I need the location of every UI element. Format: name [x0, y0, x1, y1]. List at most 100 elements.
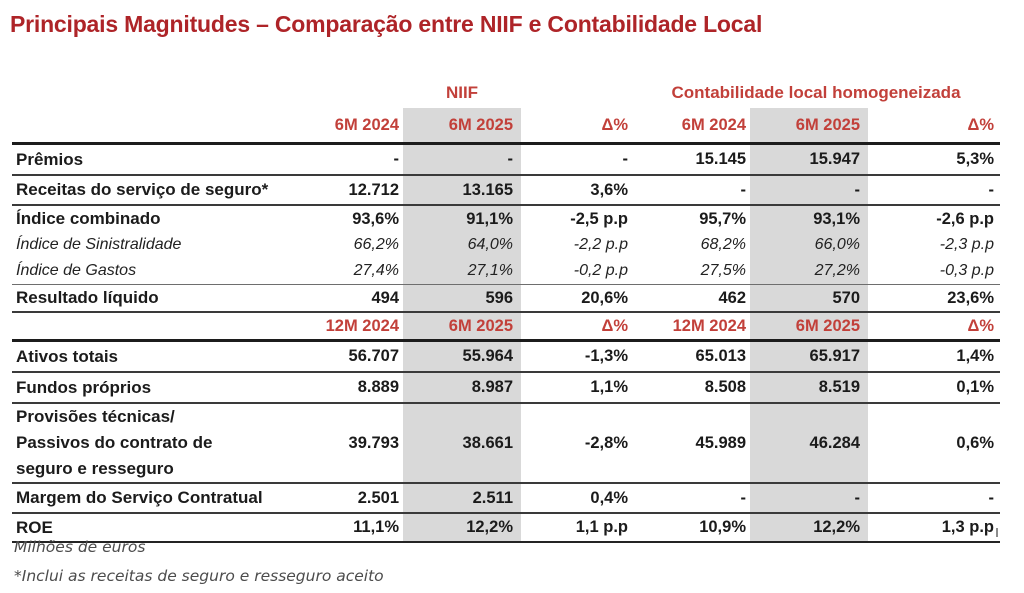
value-cell: -: [868, 175, 1001, 206]
col-header: 6M 2024: [320, 108, 403, 145]
value-cell: -0,2 p.p: [521, 258, 632, 285]
value-cell: 27,4%: [320, 258, 403, 285]
col-header: Δ%: [868, 312, 1001, 342]
period-header-top-row: 6M 2024 6M 2025 Δ% 6M 2024 6M 2025 Δ%: [12, 108, 1001, 145]
row-label: Fundos próprios: [12, 372, 320, 404]
col-header: Δ%: [868, 108, 1001, 145]
value-cell: -: [521, 143, 632, 176]
value-cell: 95,7%: [699, 209, 746, 228]
group-header-row: NIIF Contabilidade local homogeneizada: [12, 78, 1000, 108]
value-cell: -2,3 p.p: [939, 236, 995, 253]
value-cell: -2,6 p.p: [936, 209, 995, 228]
row-label: ROE: [12, 513, 320, 543]
value-cell: 8.889: [320, 372, 403, 404]
value-cell: 93,6%: [352, 209, 399, 228]
spacer-cell: [521, 78, 632, 108]
row-label: Margem do Serviço Contratual: [12, 483, 320, 514]
row-margem-servico-contratual: Margem do Serviço Contratual 2.501 2.511…: [12, 483, 1001, 514]
value-cell: 12.712: [320, 175, 403, 206]
col-header: 6M 2025: [403, 108, 521, 145]
col-header: 12M 2024: [320, 312, 403, 342]
value-cell: 68,2%: [700, 236, 746, 253]
value-cell: 2.501: [320, 483, 403, 514]
col-header: 6M 2025: [403, 312, 521, 342]
row-premios: Prêmios - - - 15.145 15.947 5,3%: [12, 143, 1001, 176]
value-cell: -: [403, 143, 521, 176]
value-cell: 1,1 p.p: [521, 513, 632, 543]
group-header-niif: NIIF: [445, 83, 479, 102]
value-cell: -: [632, 483, 750, 514]
value-cell: 65.917: [750, 340, 868, 373]
value-cell: 0,1%: [868, 372, 1001, 404]
row-label: Resultado líquido: [12, 284, 320, 313]
value-cell: 11,1%: [320, 513, 403, 543]
col-header: Δ%: [521, 312, 632, 342]
row-label: Provisões técnicas/ Passivos do contrato…: [12, 403, 320, 484]
footnote-asterisk: *Inclui as receitas de seguro e ressegur…: [14, 567, 384, 585]
value-cell: 55.964: [403, 340, 521, 373]
value-cell: 12,2%: [403, 513, 521, 543]
value-cell: -: [750, 483, 868, 514]
value-cell: 1,3 p.p: [868, 513, 1001, 543]
value-cell: 65.013: [632, 340, 750, 373]
value-cell: 1,1%: [521, 372, 632, 404]
value-cell: -2,8%: [521, 403, 632, 484]
value-cell: 27,5%: [632, 258, 750, 285]
value-cell: -1,3%: [521, 340, 632, 373]
row-label: Ativos totais: [12, 340, 320, 373]
spacer-cell: [12, 108, 320, 145]
spacer-cell: [12, 78, 320, 108]
value-cell: 8.508: [632, 372, 750, 404]
spacer-cell: [12, 312, 320, 342]
stray-mark: [996, 528, 998, 537]
row-resultado-liquido: Resultado líquido 494 596 20,6% 462 570 …: [12, 284, 1001, 313]
row-label: Índice de Gastos: [12, 258, 320, 285]
value-cell: 23,6%: [868, 284, 1001, 313]
value-cell: 91,1%: [403, 205, 521, 232]
value-cell: -: [632, 175, 750, 206]
row-indice-combinado: Índice combinado 93,6% 91,1% -2,5 p.p 95…: [12, 205, 1000, 232]
value-cell: 2.511: [403, 483, 521, 514]
value-cell: -: [750, 175, 868, 206]
value-cell: 1,4%: [868, 340, 1001, 373]
value-cell: 66,0%: [750, 232, 868, 258]
value-cell: 3,6%: [521, 175, 632, 206]
value-cell: 27,1%: [403, 258, 521, 285]
value-cell: 93,1%: [750, 205, 868, 232]
col-header: Δ%: [521, 108, 632, 145]
value-cell: 45.989: [632, 403, 750, 484]
value-cell: 462: [632, 284, 750, 313]
row-receitas: Receitas do serviço de seguro* 12.712 13…: [12, 175, 1001, 206]
value-cell: 596: [403, 284, 521, 313]
spacer-cell: [320, 78, 403, 108]
row-roe: ROE 11,1% 12,2% 1,1 p.p 10,9% 12,2% 1,3 …: [12, 513, 1001, 543]
value-cell: 15.947: [750, 143, 868, 176]
group-header-local: Contabilidade local homogeneizada: [671, 83, 961, 102]
value-cell: 46.284: [750, 403, 868, 484]
row-provisoes-tecnicas: Provisões técnicas/ Passivos do contrato…: [12, 403, 1001, 484]
col-header: 12M 2024: [632, 312, 750, 342]
value-cell: 570: [750, 284, 868, 313]
col-header: 6M 2024: [632, 108, 750, 145]
period-header-mid-row: 12M 2024 6M 2025 Δ% 12M 2024 6M 2025 Δ%: [12, 312, 1001, 342]
value-cell: 8.519: [750, 372, 868, 404]
value-cell: 8.987: [403, 372, 521, 404]
col-header: 6M 2025: [750, 312, 868, 342]
value-cell: 38.661: [403, 403, 521, 484]
footnote-units: Milhões de euros: [14, 538, 146, 556]
value-cell: 64,0%: [403, 232, 521, 258]
value-cell: 5,3%: [868, 143, 1001, 176]
row-indice-gastos: Índice de Gastos 27,4% 27,1% -0,2 p.p 27…: [12, 258, 1001, 285]
value-cell: 56.707: [320, 340, 403, 373]
row-fundos-proprios: Fundos próprios 8.889 8.987 1,1% 8.508 8…: [12, 372, 1001, 404]
value-cell: 0,4%: [521, 483, 632, 514]
value-cell: 39.793: [320, 403, 403, 484]
value-cell: 494: [320, 284, 403, 313]
value-cell: 66,2%: [353, 236, 399, 253]
value-cell: -0,3 p.p: [868, 258, 1001, 285]
value-cell: 15.145: [632, 143, 750, 176]
value-cell: -2,5 p.p: [570, 209, 628, 228]
row-label: Prêmios: [12, 143, 320, 176]
footnotes: Milhões de euros *Inclui as receitas de …: [14, 533, 384, 591]
value-cell: 20,6%: [521, 284, 632, 313]
